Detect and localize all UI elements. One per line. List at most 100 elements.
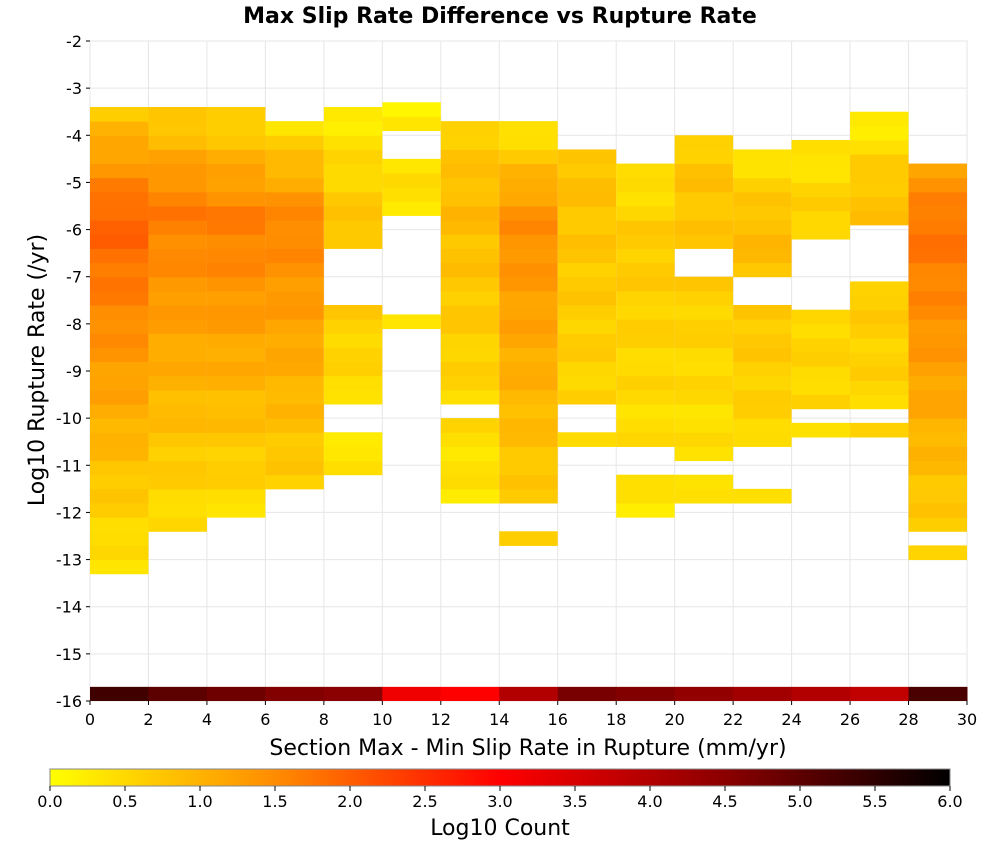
y-tick-label: -2 bbox=[66, 32, 82, 51]
heatmap-cell bbox=[382, 201, 441, 216]
heatmap-cell bbox=[265, 262, 324, 278]
heatmap-cell bbox=[440, 305, 500, 320]
heatmap-cell bbox=[850, 210, 909, 226]
heatmap-cell bbox=[440, 347, 500, 363]
heatmap-cell bbox=[499, 276, 558, 292]
heatmap-cell bbox=[499, 474, 558, 490]
heatmap-cell bbox=[323, 460, 383, 476]
heatmap-cell bbox=[206, 361, 266, 377]
heatmap-cell bbox=[265, 319, 324, 334]
x-tick-label: 28 bbox=[898, 710, 918, 729]
heatmap-cell-bottom bbox=[791, 686, 851, 701]
heatmap-cell bbox=[90, 361, 149, 377]
heatmap-cell bbox=[265, 121, 324, 136]
heatmap-cell bbox=[499, 248, 558, 264]
heatmap-cell bbox=[674, 347, 734, 363]
heatmap-cell bbox=[90, 559, 149, 575]
heatmap-cell bbox=[90, 220, 149, 235]
heatmap-cell bbox=[908, 488, 967, 504]
heatmap-cell bbox=[908, 276, 967, 292]
heatmap-cell bbox=[850, 338, 909, 353]
heatmap-cell bbox=[440, 446, 500, 462]
heatmap-cell bbox=[323, 333, 383, 348]
heatmap-cell bbox=[206, 375, 266, 391]
heatmap-cell bbox=[206, 191, 266, 207]
heatmap-cell bbox=[148, 404, 207, 419]
heatmap-cell bbox=[908, 163, 967, 179]
heatmap-cell bbox=[382, 173, 441, 188]
heatmap-cell bbox=[616, 319, 675, 334]
heatmap-cell bbox=[90, 234, 149, 249]
heatmap-cell bbox=[616, 262, 675, 278]
heatmap-cell bbox=[674, 474, 734, 490]
heatmap-cell bbox=[148, 333, 207, 348]
heatmap-cell bbox=[90, 503, 149, 518]
heatmap-cell bbox=[733, 347, 792, 363]
x-tick-label: 4 bbox=[202, 710, 212, 729]
y-tick-label: -8 bbox=[66, 315, 82, 334]
heatmap-cell bbox=[499, 531, 558, 546]
heatmap-cell bbox=[499, 460, 558, 476]
heatmap-cell bbox=[440, 333, 500, 348]
heatmap-cell bbox=[440, 432, 500, 447]
heatmap-cell bbox=[674, 319, 734, 334]
heatmap-cell bbox=[265, 361, 324, 377]
heatmap-cell bbox=[674, 446, 734, 462]
heatmap-cell bbox=[440, 121, 500, 136]
heatmap-cell bbox=[265, 163, 324, 179]
heatmap-cell bbox=[733, 177, 792, 193]
heatmap-cell bbox=[499, 488, 558, 504]
heatmap-cell bbox=[440, 418, 500, 433]
y-tick-label: -3 bbox=[66, 79, 82, 98]
heatmap-cell bbox=[908, 206, 967, 221]
heatmap-cell bbox=[733, 361, 792, 377]
heatmap-cell bbox=[733, 389, 792, 405]
heatmap-cell bbox=[791, 140, 851, 155]
y-axis-label: Log10 Rupture Rate (/yr) bbox=[25, 234, 50, 506]
heatmap-cell bbox=[148, 347, 207, 363]
heatmap-cell bbox=[90, 333, 149, 348]
heatmap-cell bbox=[616, 404, 675, 419]
heatmap-cell bbox=[148, 149, 207, 165]
heatmap-cell bbox=[616, 290, 675, 306]
heatmap-cell bbox=[616, 177, 675, 193]
heatmap-cell bbox=[265, 432, 324, 447]
heatmap-cell-bottom bbox=[90, 686, 149, 701]
heatmap-cell bbox=[148, 248, 207, 264]
heatmap-cell bbox=[908, 319, 967, 334]
heatmap-cell bbox=[850, 125, 909, 141]
heatmap-cell bbox=[440, 361, 500, 377]
heatmap-cell bbox=[674, 290, 734, 306]
heatmap-cell bbox=[616, 191, 675, 207]
heatmap-cell bbox=[908, 305, 967, 320]
heatmap-cell bbox=[265, 248, 324, 264]
y-tick-label: -14 bbox=[56, 598, 82, 617]
heatmap-cell bbox=[206, 276, 266, 292]
heatmap-cell bbox=[265, 177, 324, 193]
colorbar-tick-label: 4.5 bbox=[712, 792, 737, 811]
heatmap-cell bbox=[733, 234, 792, 249]
colorbar-tick-label: 1.0 bbox=[187, 792, 212, 811]
heatmap-cell bbox=[265, 234, 324, 249]
heatmap-cell bbox=[440, 149, 500, 165]
heatmap-cell bbox=[90, 347, 149, 363]
heatmap-cell bbox=[733, 206, 792, 221]
heatmap-cell bbox=[440, 474, 500, 490]
heatmap-cell bbox=[499, 149, 558, 165]
heatmap-cell bbox=[616, 276, 675, 292]
heatmap-cell bbox=[674, 488, 734, 504]
heatmap-cell bbox=[265, 333, 324, 348]
heatmap-cell bbox=[440, 375, 500, 391]
heatmap-cell bbox=[674, 206, 734, 221]
heatmap-cell bbox=[850, 394, 909, 410]
heatmap-cell bbox=[850, 323, 909, 339]
heatmap-cell bbox=[791, 182, 851, 198]
heatmap-cell bbox=[440, 135, 500, 150]
heatmap-cell bbox=[733, 375, 792, 391]
heatmap-cell bbox=[850, 182, 909, 198]
heatmap-cell bbox=[674, 404, 734, 419]
heatmap-cell bbox=[90, 262, 149, 278]
heatmap-cell bbox=[265, 305, 324, 320]
x-tick-label: 12 bbox=[431, 710, 451, 729]
